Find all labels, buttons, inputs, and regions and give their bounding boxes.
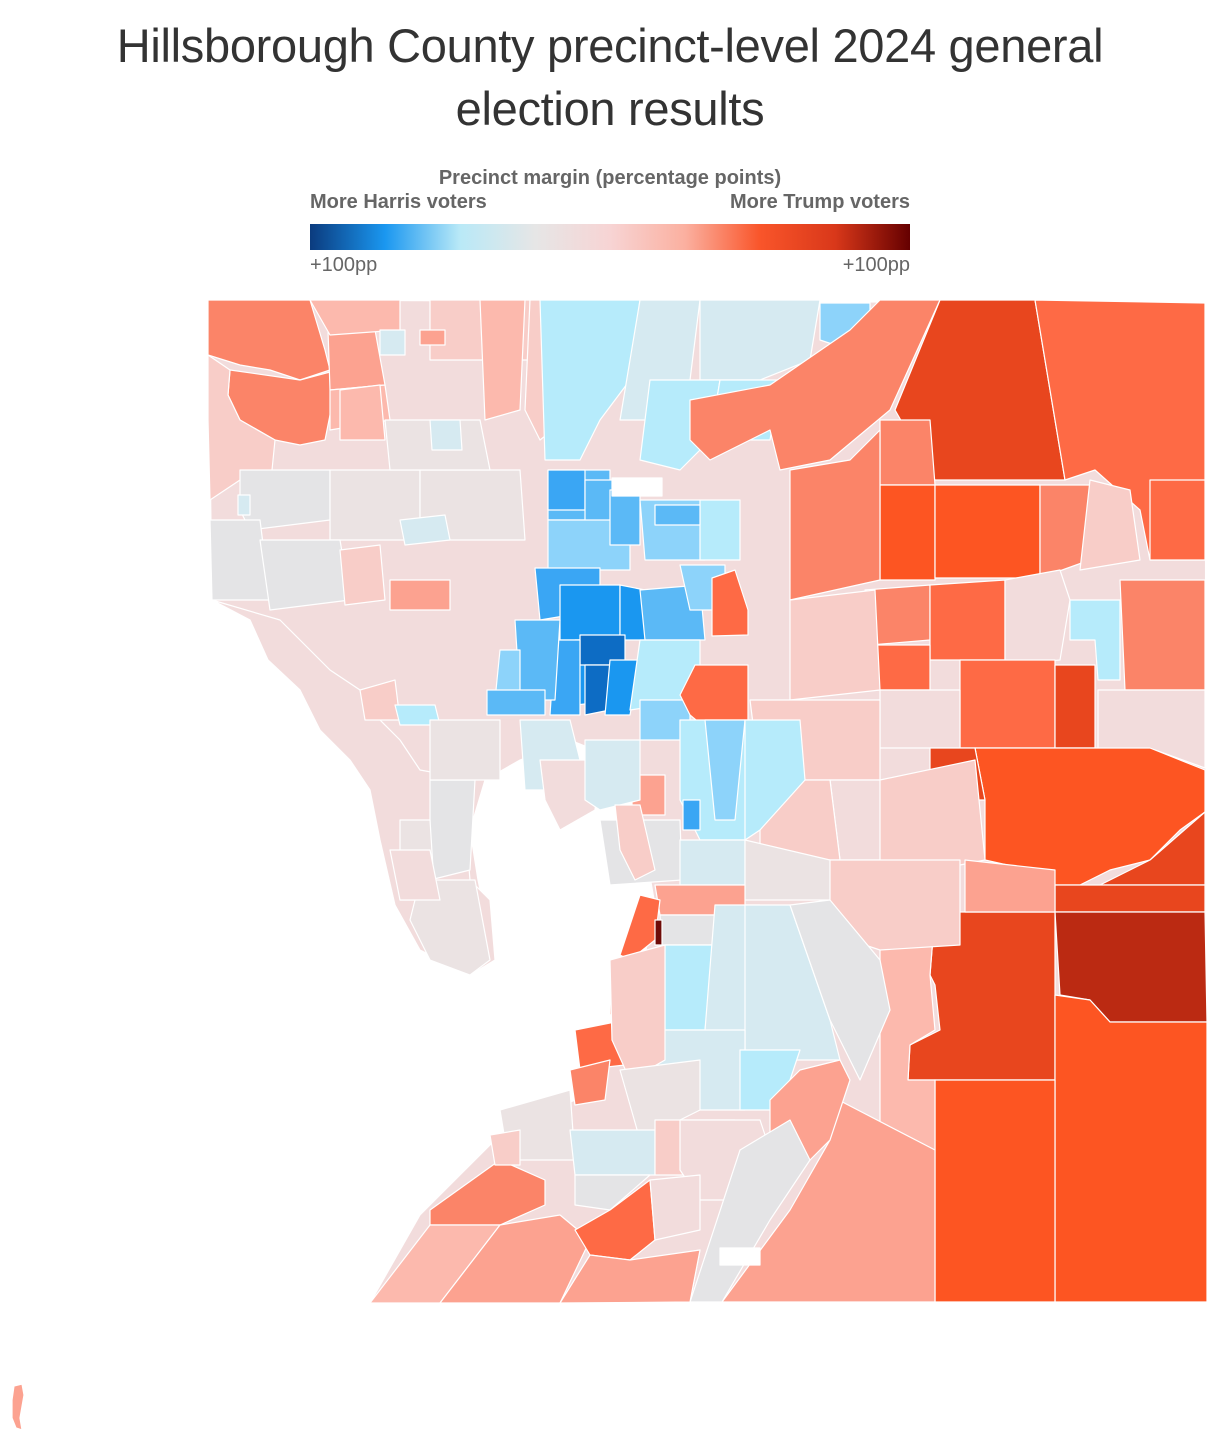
legend-left-label: More Harris voters [310,191,487,213]
precinct-region [429,719,501,781]
precinct-region [679,839,746,886]
precinct-region [379,329,406,356]
chart-title: Hillsborough County precinct-level 2024 … [0,14,1220,140]
precinct-region [1054,994,1208,1303]
precinct-region [1069,599,1121,681]
title-line-1: Hillsborough County precinct-level 2024 … [116,19,1104,72]
precinct-region [399,514,451,546]
precinct-region [547,469,586,511]
precinct-region [389,849,441,901]
precinct-region [609,489,641,546]
precinct-region [879,759,986,871]
precinct-region [689,299,941,471]
legend-gradient-bar [310,224,910,250]
legend-title: Precinct margin (percentage points) [438,167,782,189]
precinct-region [879,419,936,486]
color-legend: Precinct margin (percentage points) More… [310,166,910,277]
precinct-region [237,494,251,516]
precinct-region [339,384,386,441]
precinct-region [934,484,1041,579]
precinct-region [879,484,936,581]
precinct-region [789,899,891,1081]
precinct-region [207,354,276,501]
precinct-region [1119,579,1206,691]
legend-right-label: More Trump voters [729,191,910,213]
precinct-region [514,619,561,701]
precinct-region [894,299,1066,481]
precinct-region [209,519,271,601]
precinct-region [789,429,881,601]
precinct-region [1079,479,1141,571]
precinct-region [964,859,1056,913]
legend-right-tick: +100pp [842,254,910,276]
precinct-region [584,739,641,811]
precinct-region [429,419,463,451]
precinct-region [614,804,656,881]
precinct-region [704,719,746,821]
precinct-region [327,329,386,391]
precinct-region [429,779,476,881]
precinct-region [1004,569,1071,666]
precinct-region [559,584,621,641]
precinct-region [389,579,451,611]
precinct-region [682,799,701,831]
precinct-region [711,569,749,637]
legend-side-labels: More Harris voters More Trump voters [310,190,910,214]
precinct-region [654,919,663,946]
legend-left-tick: +100pp [310,254,378,276]
water-gap [719,1247,761,1266]
precinct-region [569,1129,656,1176]
precinct-region [649,1174,701,1241]
precinct-region [439,1214,591,1304]
precinct-region [559,1249,701,1304]
precinct-region [874,644,931,691]
precinct-region [479,299,526,421]
precinct-region [1054,884,1206,913]
precinct-region [929,579,1006,661]
precinct-region [744,719,806,841]
legend-ticks: +100pp +100pp [310,253,910,277]
precinct-region [1149,479,1206,561]
precinct-region [879,689,961,749]
precinct-region [959,659,1056,749]
precinct-region [409,879,491,976]
precinct-region [699,299,821,381]
precinct-region [489,1129,521,1166]
precinct-region [1054,664,1096,749]
precinct-region [419,329,446,346]
precinct-region [11,1383,25,1431]
precinct-region [339,544,386,606]
precinct-region [619,894,661,961]
precinct-region [486,689,546,716]
precinct-region [934,1079,1056,1303]
precinct-region [789,589,881,701]
precinct-region [259,539,351,611]
precinct-region [654,504,701,526]
water-gap [611,477,663,497]
precinct-region [699,499,741,561]
precinct-region [569,1059,611,1106]
title-line-2: election results [455,82,765,135]
